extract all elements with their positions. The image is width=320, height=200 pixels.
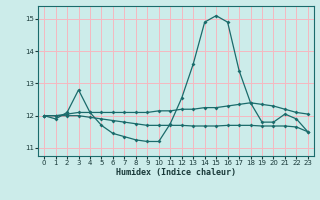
X-axis label: Humidex (Indice chaleur): Humidex (Indice chaleur) (116, 168, 236, 177)
